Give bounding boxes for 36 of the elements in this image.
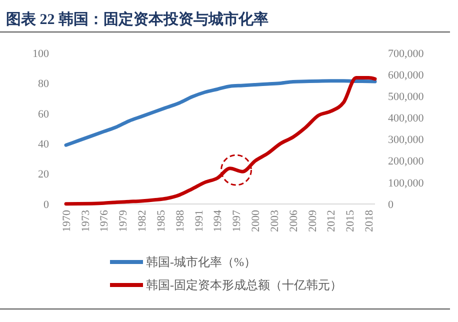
y-tick-label: 60 <box>38 108 50 120</box>
y2-tick-label: 200,000 <box>388 156 424 168</box>
x-tick-label: 2012 <box>326 210 338 232</box>
line-series <box>64 79 377 147</box>
x-tick-label: 1979 <box>118 210 130 232</box>
y2-tick-label: 300,000 <box>388 134 424 146</box>
x-tick-label: 2015 <box>344 210 357 232</box>
x-tick-label: 1976 <box>98 210 111 232</box>
x-tick-label: 2009 <box>306 210 319 232</box>
y2-tick-label: 700,000 <box>388 48 424 60</box>
x-tick-label: 1985 <box>155 210 168 232</box>
y-tick-label: 100 <box>32 48 50 60</box>
y-tick-label: 80 <box>38 78 50 90</box>
y-tick-label: 20 <box>38 168 50 181</box>
y-tick-label: 40 <box>38 138 50 150</box>
y2-tick-label: 100,000 <box>388 177 424 190</box>
x-tick-label: 2003 <box>268 210 281 232</box>
y2-tick-label: 500,000 <box>388 90 424 103</box>
x-tick-label: 1988 <box>174 210 186 232</box>
x-tick-label: 1970 <box>60 210 73 232</box>
x-tick-label: 1991 <box>193 210 206 232</box>
x-tick-label: 2000 <box>250 210 262 232</box>
chart-title: 图表 22 韩国：固定资本投资与城市化率 <box>6 10 268 28</box>
y2-tick-label: 600,000 <box>388 69 424 82</box>
x-tick-label: 1994 <box>212 210 224 232</box>
y2-tick-label: 400,000 <box>388 112 424 125</box>
x-tick-label: 1982 <box>136 210 149 232</box>
y2-tick-label: 0 <box>388 198 394 211</box>
x-tick-label: 2006 <box>288 210 300 232</box>
x-tick-label: 1973 <box>80 210 92 232</box>
legend-label: 韩国-固定资本形成总额（十亿韩元） <box>146 278 342 292</box>
x-tick-label: 2018 <box>364 210 376 232</box>
x-tick-label: 1997 <box>231 210 244 232</box>
y-tick-label: 0 <box>44 198 50 211</box>
legend-label: 韩国-城市化率（%） <box>146 255 256 270</box>
line-series <box>64 76 377 206</box>
